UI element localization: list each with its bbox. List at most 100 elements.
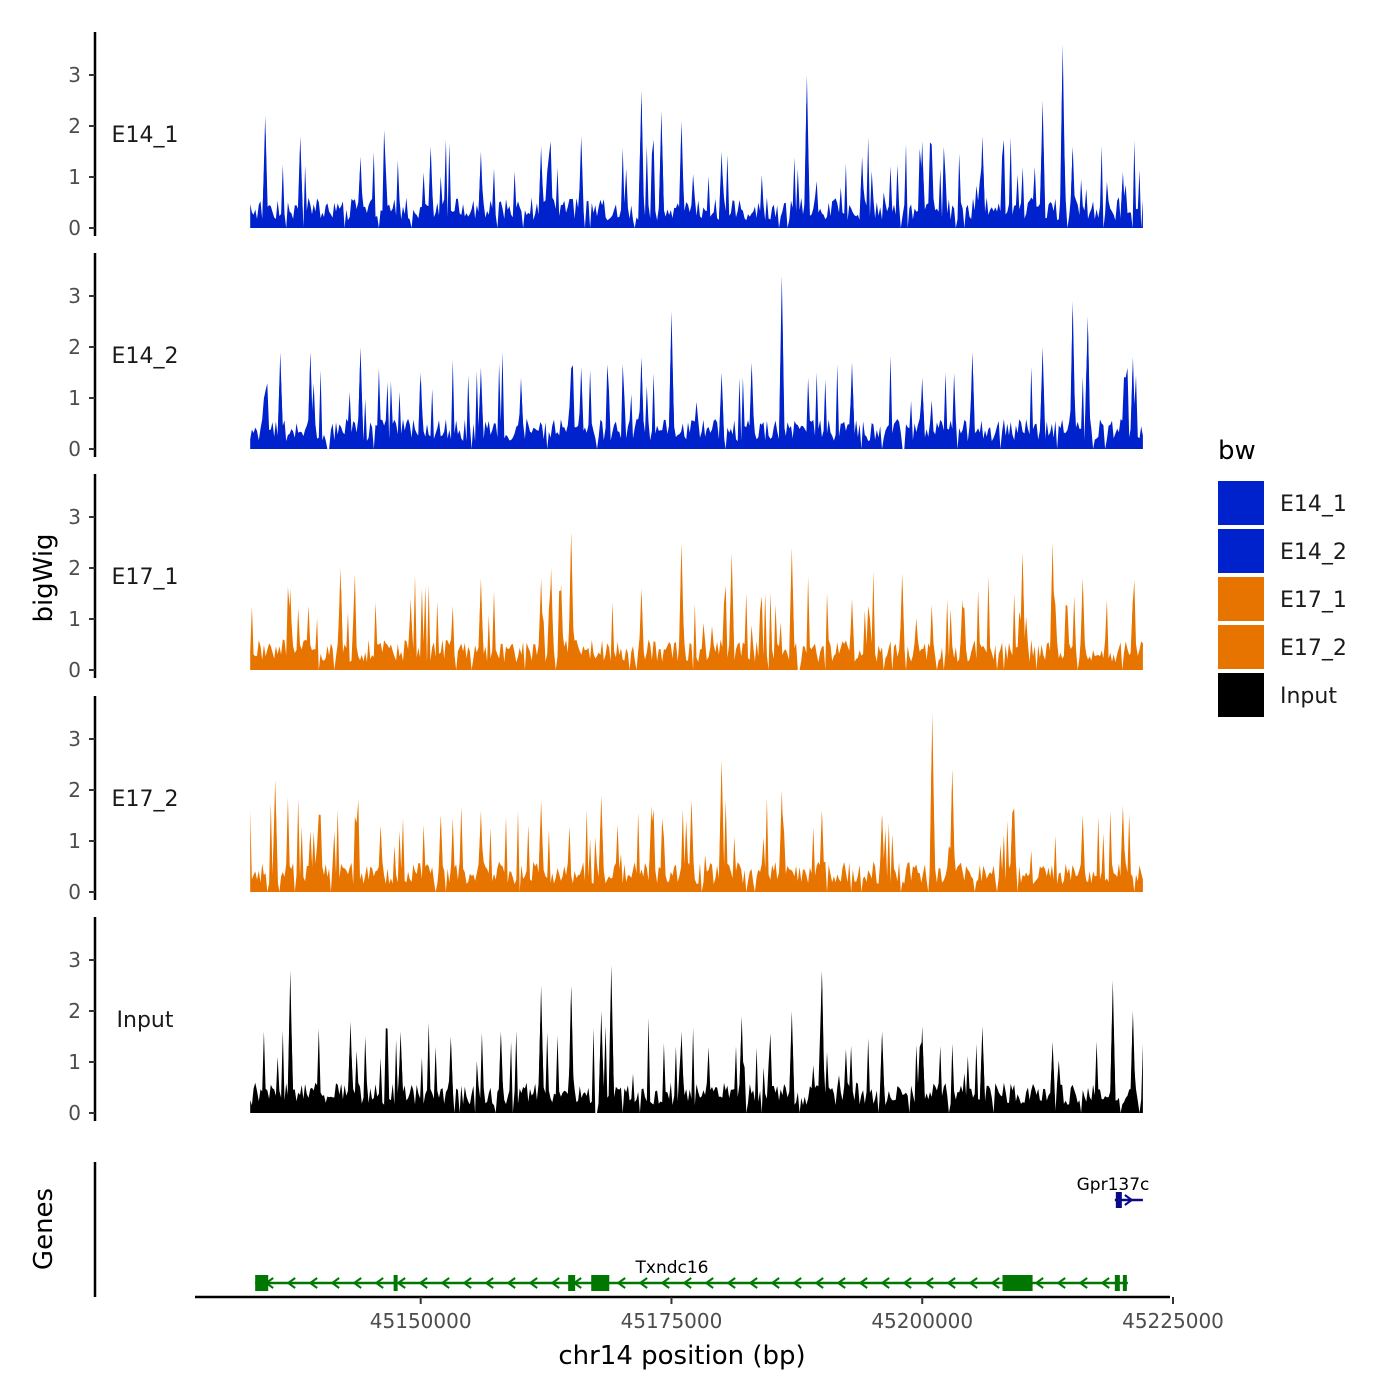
y-tick-label: 3 (68, 63, 81, 87)
gene-label: Txndc16 (635, 1258, 709, 1278)
peak-mark (1109, 980, 1116, 1113)
peak-mark (287, 970, 294, 1113)
exon (591, 1275, 610, 1291)
y-tick-label: 2 (68, 556, 81, 580)
peak-mark (1039, 347, 1046, 449)
peak-mark (648, 805, 655, 892)
legend-label-E14_1: E14_1 (1280, 492, 1347, 517)
y-tick-label: 0 (68, 216, 81, 240)
peak-mark (778, 790, 785, 892)
legend-swatch-Input (1218, 673, 1264, 717)
peak-mark (1049, 1041, 1056, 1113)
legend-swatch-E14_2 (1218, 529, 1264, 573)
peak-mark (518, 377, 524, 449)
peak-mark (477, 810, 484, 892)
x-tick-label: 45175000 (621, 1309, 723, 1333)
peak-mark (818, 810, 825, 892)
track-label: E14_2 (112, 344, 179, 369)
peak-mark (668, 311, 675, 449)
peak-mark (427, 146, 434, 228)
peak-mark (287, 588, 294, 670)
strand-arrow (638, 1277, 648, 1289)
peak-mark (538, 578, 545, 670)
peak-mark (728, 552, 735, 670)
strand-arrow (616, 1277, 626, 1289)
strand-arrow (770, 1277, 780, 1289)
strand-arrow (1034, 1277, 1044, 1289)
strand-arrow (704, 1277, 714, 1289)
strand-arrow (506, 1277, 516, 1289)
y-tick-label: 1 (68, 607, 81, 631)
track-E17_1: 0 1 2 3 E17_1 (68, 474, 1143, 682)
peak-mark (272, 779, 279, 892)
strand-arrow (308, 1277, 318, 1289)
y-tick-label: 3 (68, 948, 81, 972)
peak-mark (818, 970, 825, 1113)
peak-mark (638, 588, 645, 670)
track-E17_2: 0 1 2 3 E17_2 (68, 696, 1143, 904)
peak-mark (879, 815, 886, 892)
peak-mark (929, 713, 936, 892)
x-axis: 45150000 45175000 45200000 45225000 (195, 1295, 1224, 1333)
peak-mark (678, 120, 685, 228)
strand-arrow (814, 1277, 824, 1289)
strand-arrow (1124, 1194, 1134, 1206)
legend-label-E17_1: E17_1 (1280, 588, 1347, 613)
peak-mark (357, 347, 364, 449)
track-label: E14_1 (112, 123, 179, 148)
peak-mark (718, 759, 725, 892)
strand-arrow (660, 1277, 670, 1289)
y-tick-label: 0 (68, 880, 81, 904)
peak-mark (417, 372, 424, 449)
peak-mark (337, 568, 344, 670)
peak-mark (1129, 1011, 1136, 1113)
peak-mark (919, 141, 926, 228)
peak-mark (347, 1021, 354, 1113)
strand-arrow (902, 1277, 912, 1289)
legend-label-E17_2: E17_2 (1280, 636, 1347, 661)
peak-mark (678, 542, 685, 670)
peak-mark (1079, 578, 1086, 670)
strand-arrow (528, 1277, 538, 1289)
y-tick-label: 1 (68, 1050, 81, 1074)
strand-arrow (968, 1277, 978, 1289)
strand-arrow (396, 1277, 406, 1289)
peak-mark (788, 547, 795, 670)
peak-mark (638, 90, 645, 228)
peak-mark (899, 573, 906, 670)
exon (393, 1275, 398, 1291)
strand-arrow (858, 1277, 868, 1289)
strand-arrow (1100, 1277, 1110, 1289)
strand-arrow (748, 1277, 758, 1289)
strand-arrow (1056, 1277, 1066, 1289)
track-label: E17_2 (112, 787, 179, 812)
x-tick-label: 45225000 (1122, 1309, 1224, 1333)
peak-mark (1069, 301, 1076, 449)
x-tick-label: 45200000 (871, 1309, 973, 1333)
signal-area-E14_2 (250, 310, 1143, 449)
peak-mark (859, 156, 866, 228)
legend-swatch-E17_2 (1218, 625, 1264, 669)
y-tick-label: 2 (68, 114, 81, 138)
peak-mark (538, 146, 545, 228)
legend-swatch-E17_1 (1218, 577, 1264, 621)
legend: bw E14_1 E14_2 E17_1 E17_2 Input (1218, 436, 1347, 717)
peak-mark (879, 1031, 886, 1113)
signal-area-E17_2 (250, 749, 1143, 892)
peak-mark (638, 357, 645, 449)
gene-Gpr137c: Gpr137c (1077, 1175, 1149, 1208)
peak-mark (357, 156, 364, 228)
peak-mark (497, 1031, 504, 1113)
peak-mark (277, 352, 284, 449)
peak-mark (578, 367, 585, 449)
peak-mark (1079, 815, 1086, 892)
peak-mark (307, 830, 314, 892)
y-axis-title: bigWig (29, 533, 59, 622)
peak-mark (397, 1031, 404, 1113)
legend-label-Input: Input (1280, 684, 1337, 709)
peak-mark (969, 352, 976, 449)
signal-area-Input (250, 973, 1143, 1113)
legend-swatch-E14_1 (1218, 481, 1264, 525)
strand-arrow (924, 1277, 934, 1289)
